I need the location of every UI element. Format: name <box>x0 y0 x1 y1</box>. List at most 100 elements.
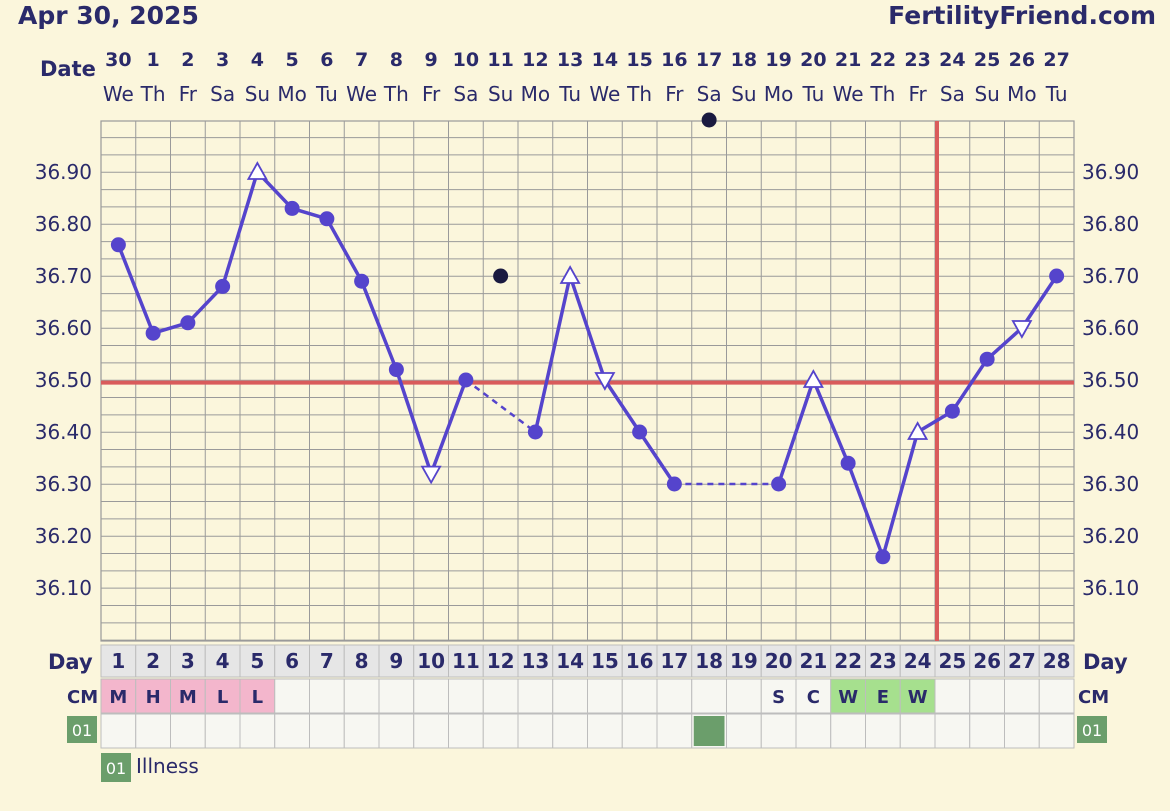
date-label: 7 <box>355 49 368 71</box>
day-cell <box>239 644 276 678</box>
cm-cell <box>1038 678 1075 714</box>
date-label: 5 <box>286 49 299 71</box>
cm-cell <box>309 678 345 714</box>
temp-point <box>215 278 231 294</box>
date-label: 12 <box>522 49 548 71</box>
temp-segment <box>220 171 260 287</box>
date-label: 20 <box>800 49 826 71</box>
cm-label: W <box>908 687 928 708</box>
temp-segment <box>603 379 642 433</box>
temp-point <box>666 476 682 492</box>
code-cell <box>830 713 866 749</box>
cm-cell <box>760 678 797 714</box>
cm-cell <box>204 678 241 714</box>
temp-segment <box>1020 275 1059 329</box>
date-label: 23 <box>904 49 930 71</box>
code-cell <box>899 713 936 749</box>
temp-point <box>771 476 787 492</box>
illness-marker <box>693 716 725 746</box>
weekday-label: We <box>833 82 864 106</box>
day-cell <box>343 644 380 678</box>
temp-point-triangle-up <box>802 369 824 388</box>
cycle-day-label: 24 <box>904 649 932 673</box>
cycle-day-label: 14 <box>556 649 584 673</box>
temp-segment <box>811 379 850 464</box>
code-cell <box>760 713 797 749</box>
code-badge-right <box>1077 716 1107 743</box>
temp-segment <box>429 379 468 475</box>
date-row-label: Date <box>40 57 96 81</box>
cycle-day-label: 2 <box>146 649 160 673</box>
weekday-label: Mo <box>521 82 551 106</box>
date-label: 25 <box>974 49 1000 71</box>
code-badge-left-text: 01 <box>72 721 92 740</box>
date-label: 24 <box>939 49 965 71</box>
temp-point <box>944 403 960 419</box>
day-cell <box>517 644 554 678</box>
weekday-label: Mo <box>277 82 307 106</box>
y-axis-left: 36.90 36.80 36.70 36.60 36.50 36.40 36.30 36.20… <box>35 160 92 600</box>
day-cell <box>1004 644 1040 678</box>
date-label: 26 <box>1009 49 1035 71</box>
cm-label-right: CM <box>1078 687 1109 708</box>
weekday-label: Tu <box>558 82 581 106</box>
date-labels: 30 1 2 3 4 5 6 7 8 9 10 11 12 13 14 15 16 17 18 19 20 21 22 23 2… <box>105 49 1070 71</box>
day-cell <box>1038 644 1075 678</box>
legend-illness: Illness <box>136 754 199 778</box>
cycle-day-label: 5 <box>250 649 264 673</box>
code-cell <box>517 713 554 749</box>
temp-segment <box>881 431 920 558</box>
code-cell <box>413 713 449 749</box>
y-tick-label: 36.60 <box>35 316 92 340</box>
cycle-day-label: 22 <box>834 649 862 673</box>
temp-segment <box>985 326 1024 361</box>
day-cell <box>587 644 623 678</box>
cycle-day-label: 11 <box>452 649 480 673</box>
y-tick-label: 36.30 <box>1082 472 1139 496</box>
cm-cell <box>482 678 519 714</box>
cycle-day-label: 9 <box>389 649 403 673</box>
temp-segment <box>776 379 816 485</box>
weekday-label: Tu <box>1045 82 1068 106</box>
date-label: 13 <box>557 49 583 71</box>
temp-segment <box>846 462 885 558</box>
temp-point <box>1049 268 1065 284</box>
weekday-label: Sa <box>697 82 722 106</box>
day-cell <box>899 644 936 678</box>
date-label: 3 <box>216 49 229 71</box>
temp-point <box>145 325 161 341</box>
y-tick-label: 36.10 <box>35 576 92 600</box>
date-label: 22 <box>870 49 896 71</box>
day-cell <box>656 644 693 678</box>
cycle-day-label: 16 <box>626 649 654 673</box>
date-label: 21 <box>835 49 861 71</box>
temp-point-triangle-up <box>559 265 581 284</box>
temp-point <box>110 237 126 253</box>
cm-label: W <box>838 687 858 708</box>
cm-label-left: CM <box>67 687 98 708</box>
legend-badge-text: 01 <box>106 759 126 778</box>
weekday-label: Sa <box>210 82 235 106</box>
date-label: 30 <box>105 49 131 71</box>
temp-point-triangle-down <box>420 465 442 485</box>
weekday-label: Fr <box>179 82 198 106</box>
weekday-label: We <box>589 82 620 106</box>
code-cell <box>552 713 588 749</box>
cm-label: H <box>146 687 161 708</box>
y-tick-label: 36.70 <box>35 264 92 288</box>
cm-cell <box>934 678 971 714</box>
temp-point <box>458 372 474 388</box>
date-label: 11 <box>487 49 513 71</box>
day-cell <box>691 644 727 678</box>
cm-label: E <box>877 687 889 708</box>
temp-segment <box>359 280 399 371</box>
day-cell <box>760 644 797 678</box>
cm-cell <box>691 678 727 714</box>
cycle-day-label: 18 <box>695 649 723 673</box>
temp-point-triangle-up <box>907 421 929 440</box>
weekday-label: Tu <box>801 82 824 106</box>
day-cell <box>274 644 310 678</box>
code-cell <box>656 713 693 749</box>
